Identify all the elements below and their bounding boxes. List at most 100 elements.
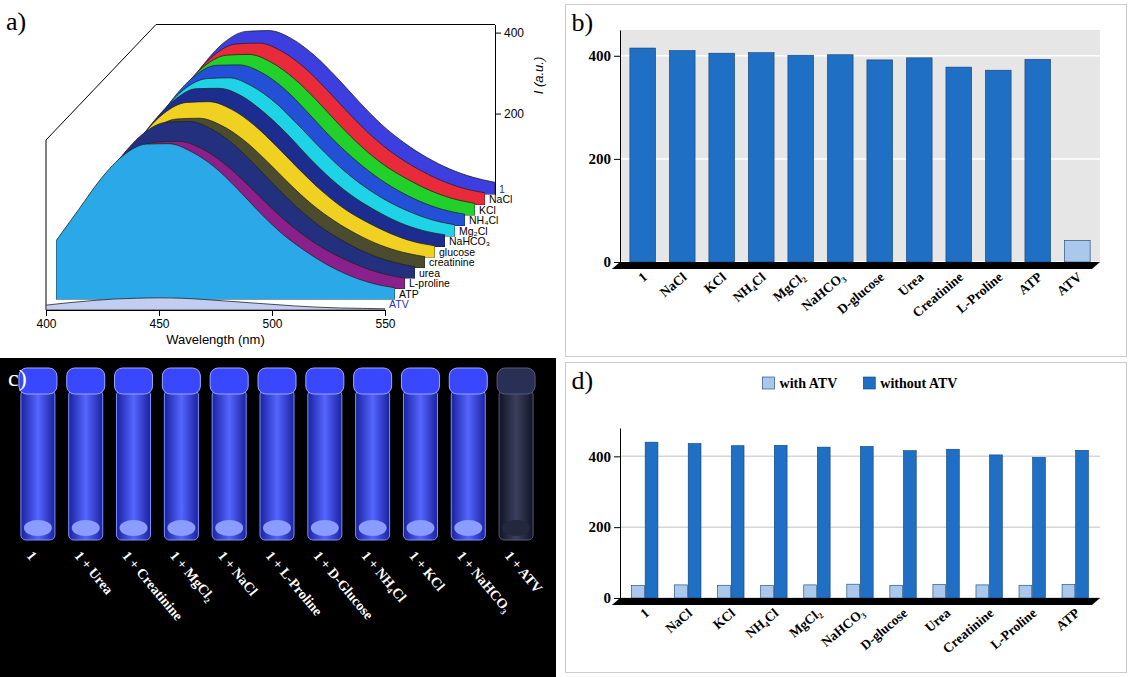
frame-line	[156, 24, 495, 25]
tick-label: Urea	[895, 269, 926, 299]
marks	[632, 442, 1089, 598]
axis: 1NaClKClNH₄ClMgCl₂NaHCO₃D-glucoseUreaCre…	[635, 269, 1085, 320]
tick: L-Proline	[988, 605, 1040, 652]
tick-label: Creatinine	[940, 605, 997, 656]
tick-mark	[614, 456, 620, 457]
layer	[56, 144, 395, 300]
bar	[976, 585, 989, 598]
plot-background	[620, 428, 1100, 598]
legend-swatch	[863, 377, 875, 389]
tick-label: 0	[604, 590, 612, 606]
vial-glow	[167, 520, 195, 536]
vial-glow	[263, 520, 291, 536]
bar	[688, 444, 701, 598]
vial	[19, 368, 57, 540]
floor	[612, 262, 1100, 269]
tick: D-glucose	[858, 605, 911, 653]
legend-swatch	[763, 377, 775, 389]
tick-label: ATV	[1054, 269, 1085, 298]
bar	[731, 446, 744, 598]
tick-label: 0	[604, 254, 612, 270]
tick-label: ATP	[1053, 605, 1083, 633]
tick-mark	[272, 310, 273, 316]
tick: ATV	[1054, 269, 1085, 298]
tick-label: L-Proline	[988, 605, 1040, 652]
tick: 200	[589, 519, 621, 535]
vial-body	[499, 390, 533, 540]
bar	[947, 449, 960, 598]
vial-label: 1 + NaCl	[215, 548, 261, 598]
legend-item: with ATV	[763, 376, 838, 391]
tick: 200	[589, 151, 621, 167]
vial	[67, 368, 105, 540]
legend: with ATV without ATV	[763, 376, 958, 391]
vial-glow	[215, 520, 243, 536]
axis-line	[620, 31, 621, 263]
photo-background	[0, 358, 556, 677]
panel-border	[566, 363, 1127, 673]
tick-label: 200	[589, 151, 612, 167]
vial	[401, 368, 439, 540]
tick-label: KCl	[701, 269, 729, 296]
tick: Urea	[895, 269, 926, 299]
vial	[354, 368, 392, 540]
tick-mark	[495, 114, 501, 115]
vial-body	[21, 390, 55, 540]
series-label: ATV	[389, 298, 409, 310]
tick: NaCl	[662, 605, 695, 636]
tick: 200	[495, 107, 524, 121]
tick: 1	[637, 605, 652, 621]
vial	[449, 368, 487, 540]
tick: KCl	[701, 269, 729, 296]
tick-label: NH₄Cl	[743, 605, 782, 641]
legend-label: without ATV	[880, 376, 957, 391]
tick-label: D-glucose	[858, 605, 911, 653]
tick: ATP	[1016, 269, 1046, 297]
vial-label: 1 + KCl	[406, 548, 448, 594]
bar	[990, 455, 1003, 598]
tick: 400	[589, 48, 621, 64]
bar	[645, 442, 658, 598]
frame-line	[46, 25, 156, 141]
tick: MgCl₂	[786, 605, 824, 640]
tick-label: Creatinine	[909, 269, 966, 320]
bar	[804, 585, 817, 598]
tick-label: NaCl	[662, 605, 695, 636]
vial	[162, 368, 200, 540]
frame	[46, 25, 495, 311]
tick: Urea	[922, 605, 953, 635]
tick-mark	[614, 159, 620, 160]
axis: 0 200 400	[589, 31, 621, 271]
vial-cap	[162, 368, 200, 394]
tick-mark	[614, 56, 620, 57]
bar	[630, 48, 656, 262]
vial-label: 1	[24, 548, 40, 563]
bar	[847, 584, 860, 598]
vial-cap	[306, 368, 344, 394]
tick-label: 400	[589, 48, 612, 64]
tick: 450	[149, 310, 169, 331]
tick: KCl	[710, 605, 738, 632]
tick-mark	[614, 527, 620, 528]
tick: L-Proline	[954, 269, 1006, 316]
vial-glow	[359, 520, 387, 536]
axis-line	[47, 310, 386, 311]
tick: NaCl	[657, 269, 690, 300]
tick: ATP	[1053, 605, 1083, 633]
axis: 1NaClKClNH₄ClMgCl₂NaHCO₃D-glucoseUreaCre…	[637, 605, 1082, 656]
vial-body	[451, 390, 485, 540]
plot-background	[620, 30, 1100, 262]
vial	[306, 368, 344, 540]
axis: 0200400	[589, 429, 621, 607]
vial-glow	[454, 520, 482, 536]
axis: 200400	[495, 25, 524, 195]
tick: Creatinine	[940, 605, 997, 656]
vial-glow	[502, 520, 530, 536]
panel-letter: a)	[6, 7, 26, 36]
vial-body	[69, 390, 103, 540]
bar	[774, 445, 787, 598]
bar	[890, 585, 903, 598]
bar	[1064, 240, 1090, 262]
tick-label: NH₄Cl	[730, 269, 769, 305]
bar	[827, 55, 853, 262]
